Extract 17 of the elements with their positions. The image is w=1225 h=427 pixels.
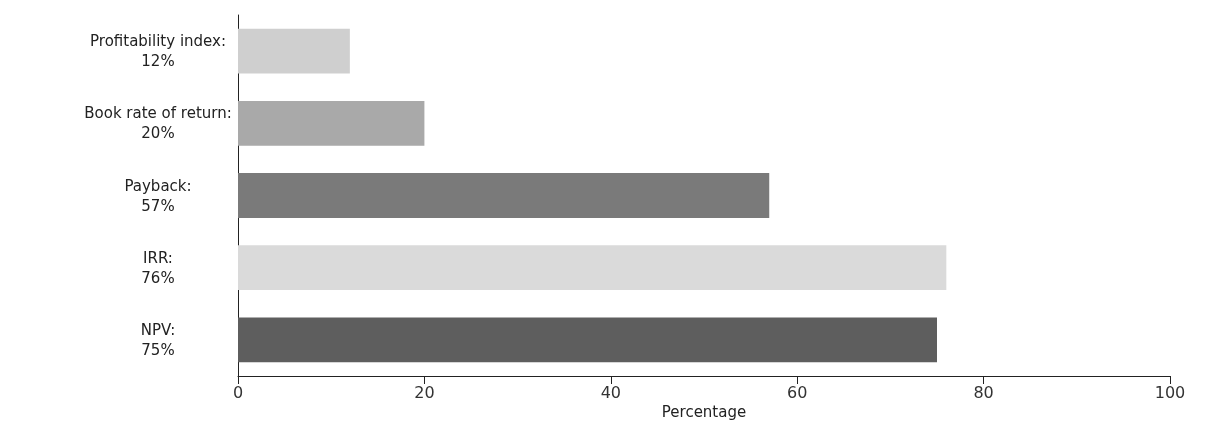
x-tick-label: 0 [232,382,244,402]
y-tick-label: IRR: 76% [141,248,175,287]
y-tick-label: Book rate of return: 20% [84,104,232,143]
y-tick-label: NPV: 75% [140,320,176,359]
bar [238,245,947,291]
x-tick-label: 60 [787,382,808,402]
x-tick-label: 80 [973,382,994,402]
bar [238,317,937,363]
bar [238,28,350,74]
x-tick-label: 20 [414,382,435,402]
bar [238,173,770,218]
y-tick-label: Profitability index: 12% [90,32,226,71]
x-axis-title: Percentage [661,403,747,422]
x-tick-label: 40 [600,382,621,402]
x-tick-label: 100 [1154,382,1186,402]
bar [238,100,425,146]
y-tick-label: Payback: 57% [124,176,192,215]
